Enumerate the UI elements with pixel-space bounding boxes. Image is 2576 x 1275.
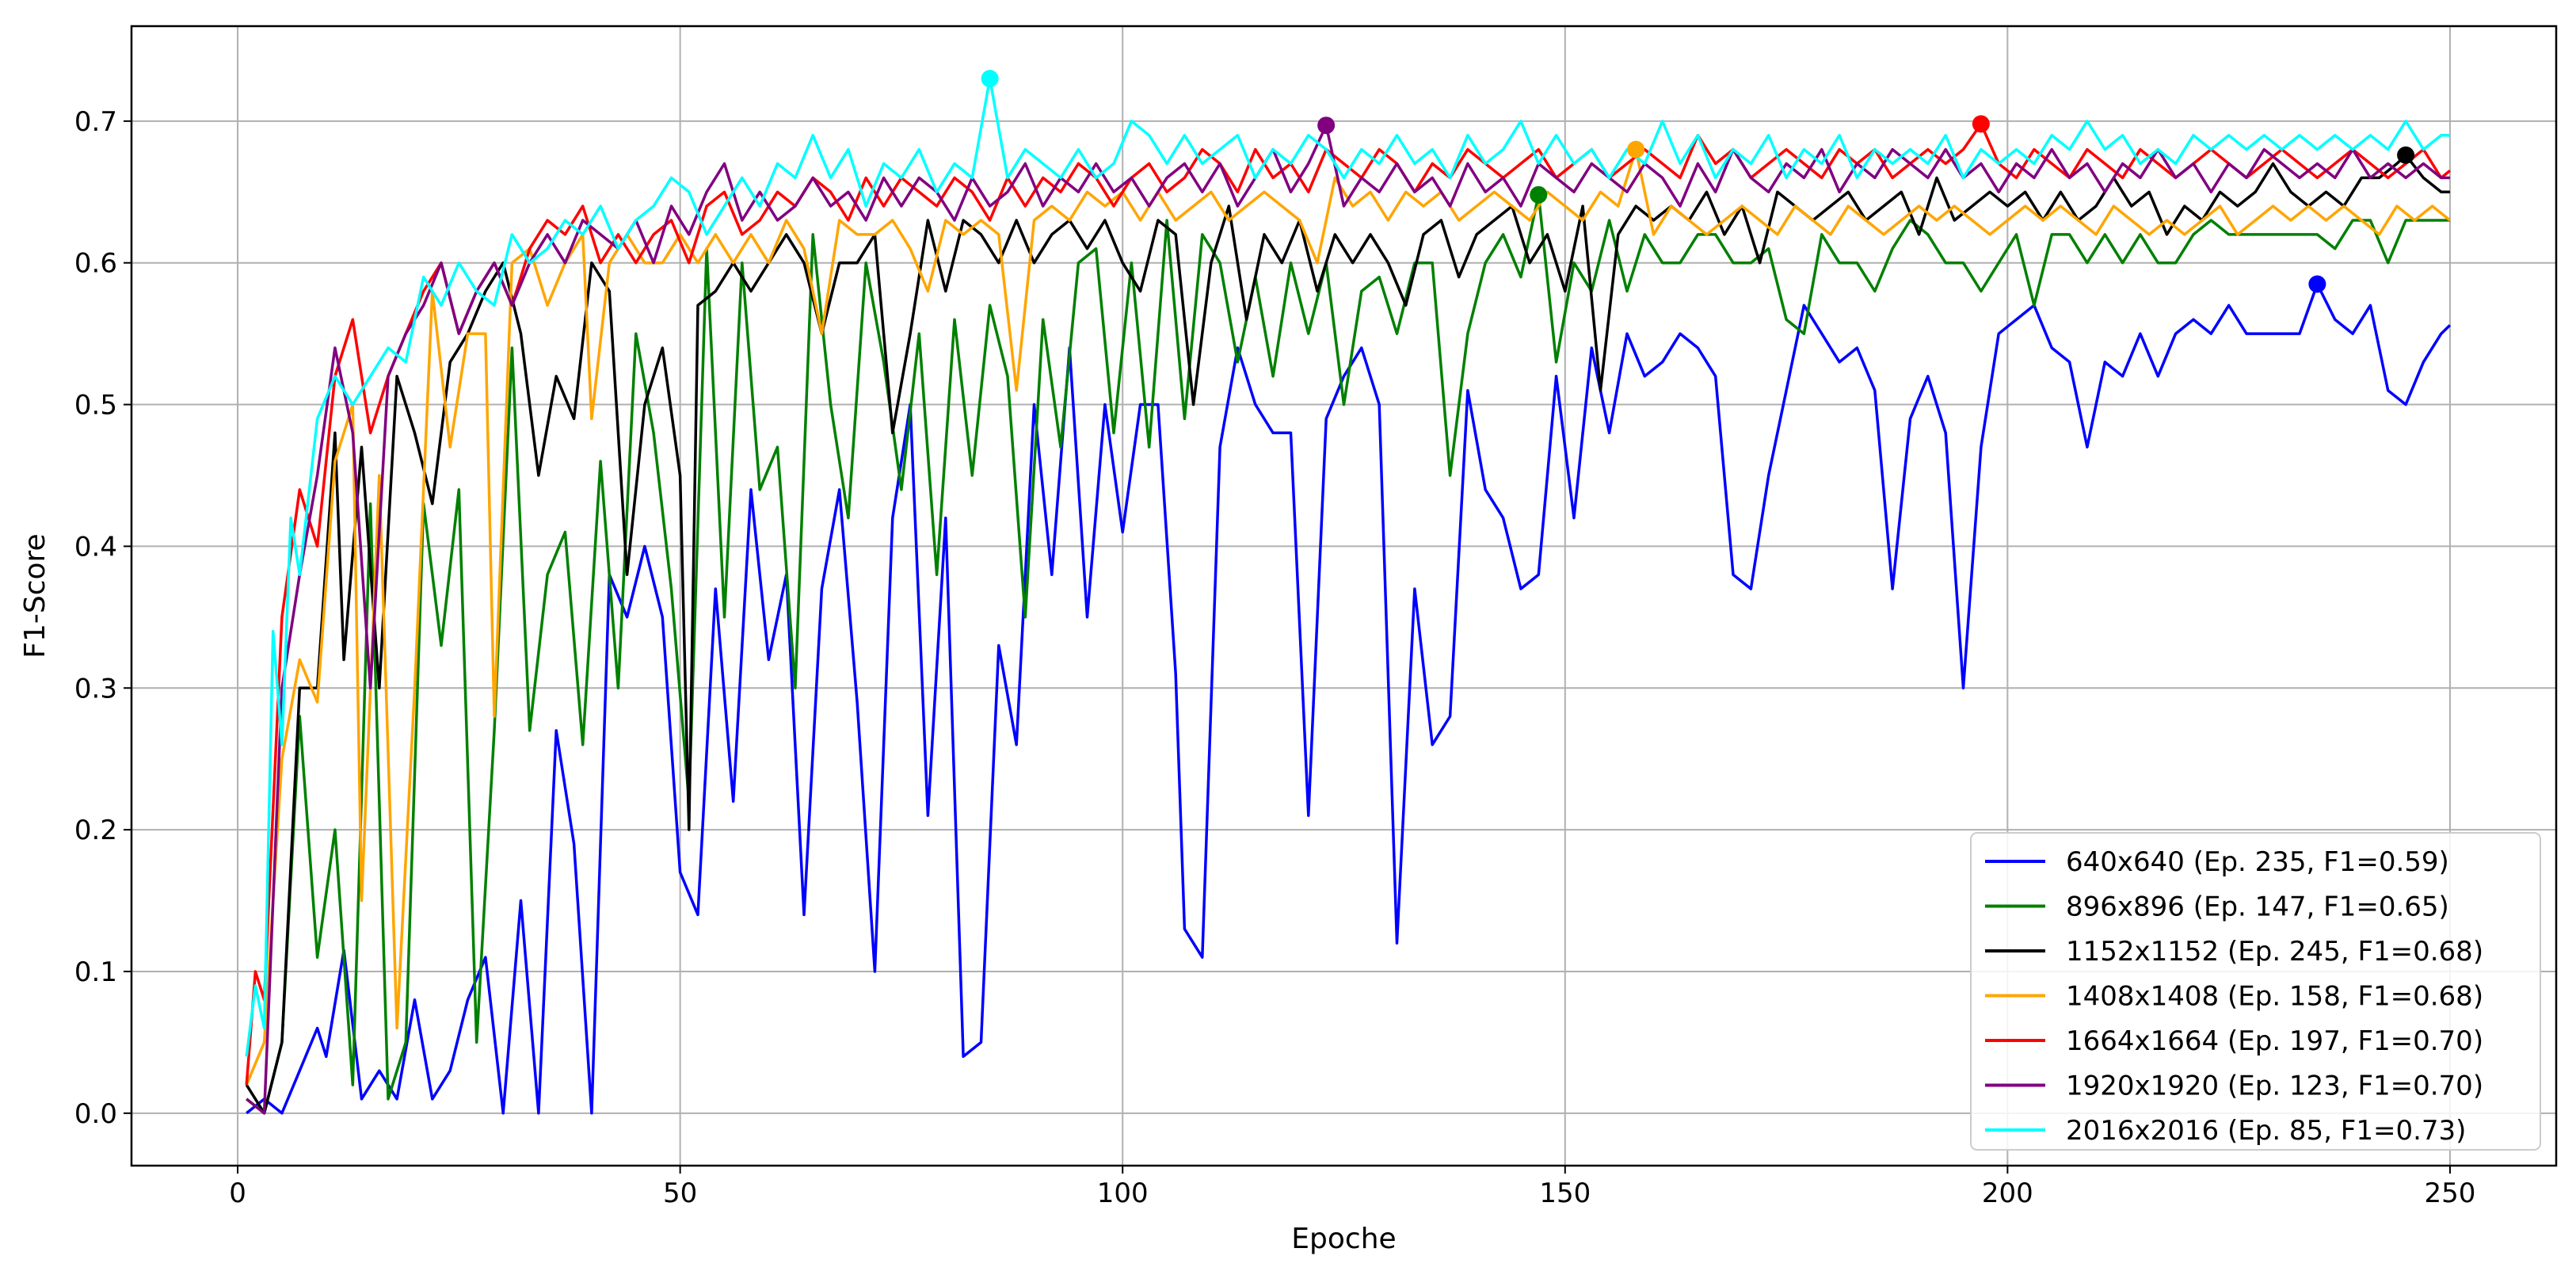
series-line-3 bbox=[245, 147, 2451, 1086]
legend: 640x640 (Ep. 235, F1=0.59) 896x896 (Ep. 1… bbox=[1970, 832, 2541, 1151]
x-axis-label: Epoche bbox=[1291, 1223, 1396, 1255]
x-tick-label: 150 bbox=[1539, 1178, 1591, 1209]
x-tick-label: 0 bbox=[229, 1178, 246, 1209]
best-marker-0 bbox=[2308, 275, 2326, 293]
legend-entry-label: 640x640 (Ep. 235, F1=0.59) bbox=[2066, 846, 2449, 878]
y-tick-label: 0.3 bbox=[74, 673, 117, 704]
y-tick-label: 0.5 bbox=[74, 390, 117, 422]
legend-entry-label: 1408x1408 (Ep. 158, F1=0.68) bbox=[2066, 981, 2483, 1013]
legend-entry-label: 1664x1664 (Ep. 197, F1=0.70) bbox=[2066, 1025, 2483, 1057]
y-tick-label: 0.6 bbox=[74, 248, 117, 280]
x-tick-label: 100 bbox=[1097, 1178, 1149, 1209]
axis-ticks: 0 50 100 150 200 250 0.0 0.1 0.2 0.3 0.4 0.5 0.6 0.7 bbox=[74, 106, 2475, 1209]
series-line-6 bbox=[245, 77, 2450, 1057]
y-axis-label: F1-Score bbox=[19, 533, 51, 658]
x-tick-label: 250 bbox=[2424, 1178, 2475, 1209]
x-tick-label: 50 bbox=[663, 1178, 697, 1209]
legend-entry-label: 896x896 (Ep. 147, F1=0.65) bbox=[2066, 891, 2449, 923]
series-line-5 bbox=[246, 124, 2450, 1115]
y-tick-label: 0.1 bbox=[74, 956, 117, 988]
best-epoch-markers bbox=[981, 70, 2415, 293]
series-line-2 bbox=[245, 154, 2450, 1115]
y-tick-label: 0.2 bbox=[74, 815, 117, 846]
x-tick-label: 200 bbox=[1982, 1178, 2033, 1209]
y-tick-label: 0.4 bbox=[74, 531, 117, 563]
best-marker-6 bbox=[981, 70, 999, 88]
y-tick-label: 0.0 bbox=[74, 1098, 117, 1130]
legend-box bbox=[1970, 832, 2541, 1151]
legend-entry-label: 2016x2016 (Ep. 85, F1=0.73) bbox=[2066, 1115, 2466, 1147]
legend-entry-label: 1920x1920 (Ep. 123, F1=0.70) bbox=[2066, 1071, 2483, 1102]
plot-area-frame bbox=[130, 25, 2558, 1167]
series-lines bbox=[245, 77, 2452, 1115]
best-marker-2 bbox=[2397, 146, 2415, 164]
legend-entry-label: 1152x1152 (Ep. 245, F1=0.68) bbox=[2066, 936, 2483, 968]
best-marker-4 bbox=[1972, 115, 1990, 133]
series-line-4 bbox=[245, 122, 2452, 1086]
best-marker-3 bbox=[1627, 140, 1645, 158]
best-marker-1 bbox=[1530, 185, 1548, 204]
series-line-1 bbox=[246, 193, 2450, 1115]
y-tick-label: 0.7 bbox=[74, 106, 117, 138]
best-marker-5 bbox=[1317, 116, 1336, 135]
